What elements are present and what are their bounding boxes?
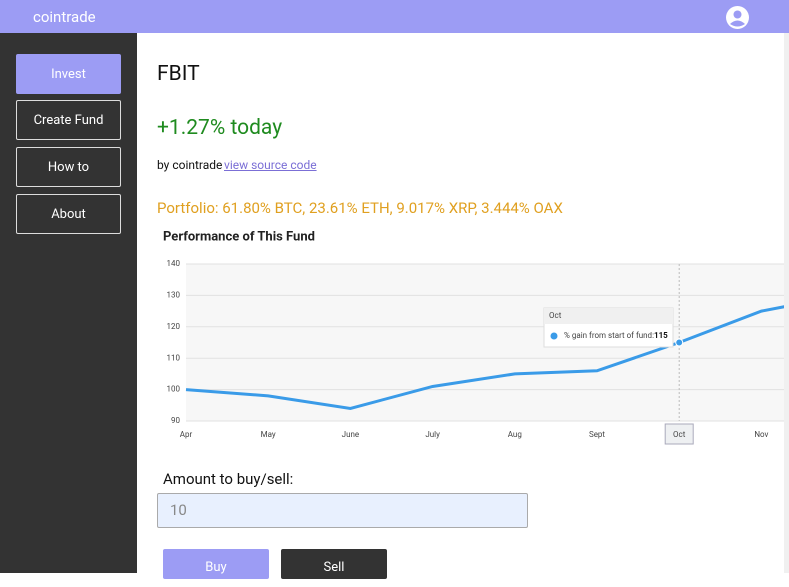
x-tick-label: July [425, 430, 440, 439]
x-tick-label: May [261, 430, 276, 439]
navbar: cointrade [0, 0, 789, 33]
sidebar-button[interactable]: Invest [16, 54, 121, 94]
x-tick-label: June [342, 430, 359, 439]
sidebar-button[interactable]: How to [16, 147, 121, 187]
tooltip-series-name: % gain from start of fund: [564, 331, 654, 340]
x-tick-label: Nov [754, 430, 768, 439]
tooltip-category: Oct [549, 311, 562, 320]
user-icon[interactable] [725, 5, 750, 30]
y-tick-label: 140 [167, 259, 181, 268]
y-tick-label: 90 [171, 416, 180, 425]
x-tick-label: Oct [673, 430, 686, 439]
chart: Performance of This Fund 90 100 110 120 130 1… [163, 229, 789, 445]
y-tick-label: 100 [167, 385, 181, 394]
sidebar: Invest Create Fund How to About [0, 33, 137, 573]
highlight-point [675, 338, 684, 347]
portfolio: Portfolio: 61.80% BTC, 23.61% ETH, 9.017… [157, 199, 563, 217]
x-tick-label: Apr [180, 430, 193, 439]
source-link[interactable]: view source code [224, 158, 317, 172]
amount-input[interactable]: 10 [157, 493, 528, 528]
chart-title: Performance of This Fund [163, 229, 315, 244]
scrollbar[interactable] [784, 33, 789, 573]
tooltip: Oct % gain from start of fund: 115 [543, 307, 674, 348]
tooltip-value: 115 [654, 331, 668, 340]
x-label-highlight [664, 423, 694, 445]
buy-button[interactable]: Buy [163, 549, 269, 579]
brand[interactable]: cointrade [33, 8, 96, 26]
fund-author: by cointrade [157, 158, 223, 172]
sidebar-button[interactable]: Create Fund [16, 100, 121, 140]
y-tick-label: 120 [167, 322, 181, 331]
fund-change: +1.27% today [157, 116, 283, 140]
fund-name: FBIT [157, 62, 200, 86]
sell-button[interactable]: Sell [281, 549, 387, 579]
x-tick-label: Sept [589, 430, 605, 439]
plot-background [186, 264, 789, 421]
x-tick-label: Aug [508, 430, 522, 439]
tooltip-header [544, 308, 673, 324]
y-tick-label: 130 [167, 291, 181, 300]
amount-label: Amount to buy/sell: [163, 470, 294, 488]
sidebar-button[interactable]: About [16, 194, 121, 234]
data-line [185, 304, 789, 410]
tooltip-marker [550, 332, 558, 340]
y-tick-label: 110 [167, 353, 181, 362]
